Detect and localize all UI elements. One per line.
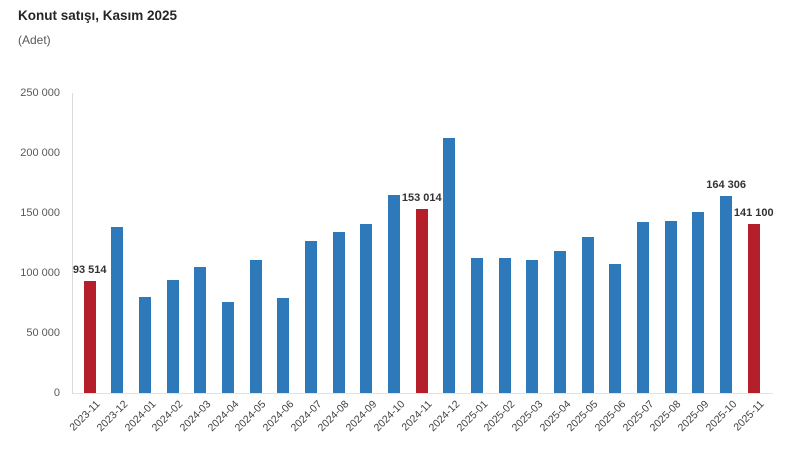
- bar-2025-04: [554, 251, 567, 393]
- bar-2025-06: [609, 263, 622, 393]
- bar-2025-07: [637, 221, 650, 393]
- plot-area: 2023-11 93 514 2023-12 2024-01 2024-02 2024-0…: [67, 93, 774, 434]
- bar-2025-10: [720, 195, 733, 393]
- chart-subtitle: (Adet): [18, 33, 51, 47]
- bar-2024-07: [305, 240, 318, 393]
- bar-2025-08: [664, 221, 677, 393]
- data-label: 164 306: [706, 178, 746, 191]
- y-axis-tick-label: 150 000: [20, 207, 60, 219]
- y-axis: 250 000 200 000 150 000 100 000 50 000 0: [0, 87, 60, 399]
- y-axis-tick-label: 0: [53, 387, 60, 399]
- bar-2024-10: [388, 194, 401, 393]
- y-axis-tick-label: 200 000: [20, 147, 60, 159]
- y-axis-tick-label: 50 000: [26, 327, 60, 339]
- bar-2025-11: [747, 223, 760, 393]
- y-axis-tick-label: 100 000: [20, 267, 60, 279]
- bar-2024-02: [166, 280, 179, 393]
- bar-2025-05: [581, 237, 594, 393]
- bar-2024-01: [139, 296, 152, 393]
- bar-2023-11: [83, 280, 96, 393]
- bar-2025-01: [471, 258, 484, 393]
- data-label: 141 100: [733, 206, 774, 219]
- bar-2024-06: [277, 297, 290, 393]
- bar-2024-03: [194, 266, 207, 393]
- chart-title: Konut satışı, Kasım 2025: [18, 8, 178, 23]
- bar-2024-11: [415, 209, 428, 393]
- data-label: 153 014: [401, 192, 442, 205]
- y-axis-tick-label: 250 000: [20, 87, 60, 99]
- bar-2025-03: [526, 260, 539, 393]
- bar-2025-02: [498, 257, 511, 393]
- bar-2024-05: [249, 260, 262, 393]
- bar-2024-04: [222, 302, 235, 393]
- bar-2024-08: [332, 232, 345, 393]
- bar-2025-09: [692, 212, 705, 393]
- bar-2024-09: [360, 223, 373, 393]
- data-label: 93 514: [72, 263, 107, 276]
- bar-2023-12: [111, 226, 124, 393]
- bar-2024-12: [443, 137, 456, 393]
